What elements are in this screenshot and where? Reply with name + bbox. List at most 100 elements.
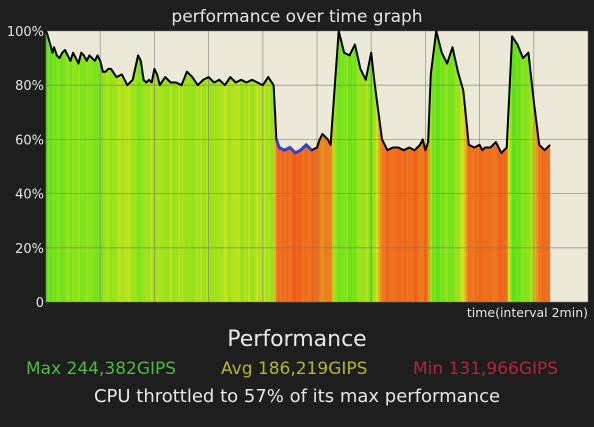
fill-strip [58, 57, 61, 302]
performance-line [45, 30, 551, 155]
fill-strip [202, 79, 205, 303]
fill-strip [314, 148, 317, 302]
fill-strip [310, 149, 313, 302]
fill-strip [506, 141, 509, 302]
fill-strip [272, 84, 275, 303]
fill-strip [410, 148, 413, 302]
fill-strip [396, 147, 399, 302]
chart-title: performance over time graph [171, 7, 423, 27]
fill-strip [118, 75, 121, 302]
performance-chart: 100% 80% 60% 40% 20% 0 time(interval 2min) [7, 25, 589, 320]
fill-strip [360, 70, 363, 302]
fill-strip [260, 84, 263, 302]
fill-strip [174, 82, 177, 303]
fill-strip [216, 81, 219, 302]
y-tick-label: 0 [36, 296, 44, 311]
fill-strip [104, 71, 107, 303]
fill-strip [76, 60, 79, 303]
fill-strip [114, 74, 117, 302]
fill-strip [220, 81, 223, 302]
fill-strip [404, 149, 407, 302]
fill-strip [152, 75, 155, 302]
throttle-message: CPU throttled to 57% of its max performa… [93, 386, 501, 407]
fill-strip [92, 59, 95, 302]
fill-strip [80, 53, 83, 302]
fill-strip [412, 149, 415, 302]
fill-strip [54, 49, 57, 303]
fill-strip [302, 147, 305, 302]
fill-strip [480, 147, 483, 302]
fill-strip [306, 145, 309, 302]
fill-strip [270, 81, 273, 303]
fill-strip [70, 58, 73, 303]
fill-strip [320, 136, 323, 302]
fill-strip [406, 148, 409, 302]
fill-strip [116, 76, 119, 302]
fill-strip [284, 149, 287, 302]
fill-strip [66, 54, 69, 302]
fill-strip [536, 127, 539, 302]
fill-strip [414, 149, 417, 302]
fill-strip [338, 32, 341, 302]
fill-strip [78, 61, 81, 302]
fill-strip [226, 81, 229, 303]
x-axis-label: time(interval 2min) [467, 305, 588, 320]
fill-strip [534, 111, 537, 302]
fill-strip [514, 40, 517, 303]
fill-strip [542, 148, 545, 302]
fill-strip [50, 47, 53, 302]
fill-strip [348, 55, 351, 302]
fill-strip [416, 147, 419, 302]
performance-line-path [45, 30, 551, 154]
fill-strip [170, 82, 173, 303]
fill-strip [546, 147, 549, 302]
fill-strip [296, 152, 299, 302]
fill-strip [328, 141, 331, 302]
fill-strip [194, 81, 197, 302]
fill-strip [326, 138, 329, 302]
fill-strip [462, 89, 465, 303]
fill-strip [276, 141, 279, 302]
fill-strip [308, 147, 311, 302]
fill-strip [500, 152, 503, 302]
fill-strip [218, 80, 221, 302]
fill-strip [124, 80, 127, 302]
fill-strip [368, 63, 371, 303]
fill-strip [106, 70, 109, 303]
fill-strip [520, 53, 523, 303]
fill-strip [350, 52, 353, 303]
fill-strip [86, 60, 89, 302]
fill-strip [430, 72, 433, 302]
fill-strip [378, 116, 381, 302]
fill-strip [128, 83, 131, 302]
fill-strip [230, 77, 233, 302]
fill-strip [196, 84, 199, 302]
fill-strip [540, 146, 543, 302]
fill-strip [122, 76, 125, 302]
fill-strip [312, 149, 315, 302]
fill-strip [508, 100, 511, 302]
fill-strip [278, 147, 281, 302]
fill-strip [154, 70, 157, 302]
fill-strip [286, 148, 289, 302]
fill-strip [282, 149, 285, 302]
fill-strip [330, 138, 333, 302]
fill-strip [498, 148, 501, 302]
fill-strip [222, 83, 225, 302]
fill-strip [72, 52, 75, 303]
fill-strip [290, 148, 293, 302]
fill-strip [280, 148, 283, 302]
fill-strip [426, 145, 429, 302]
fill-strip [548, 145, 551, 302]
fill-strip [304, 145, 307, 302]
fill-strip [318, 141, 321, 302]
fill-strip [392, 147, 395, 302]
fill-strip [324, 136, 327, 302]
fill-strip [456, 67, 459, 302]
fill-strip [432, 56, 435, 302]
fill-strip [530, 76, 533, 302]
fill-strip [214, 82, 217, 302]
fill-strip [98, 58, 101, 302]
fill-strip [264, 81, 267, 303]
fill-strip [394, 147, 397, 302]
